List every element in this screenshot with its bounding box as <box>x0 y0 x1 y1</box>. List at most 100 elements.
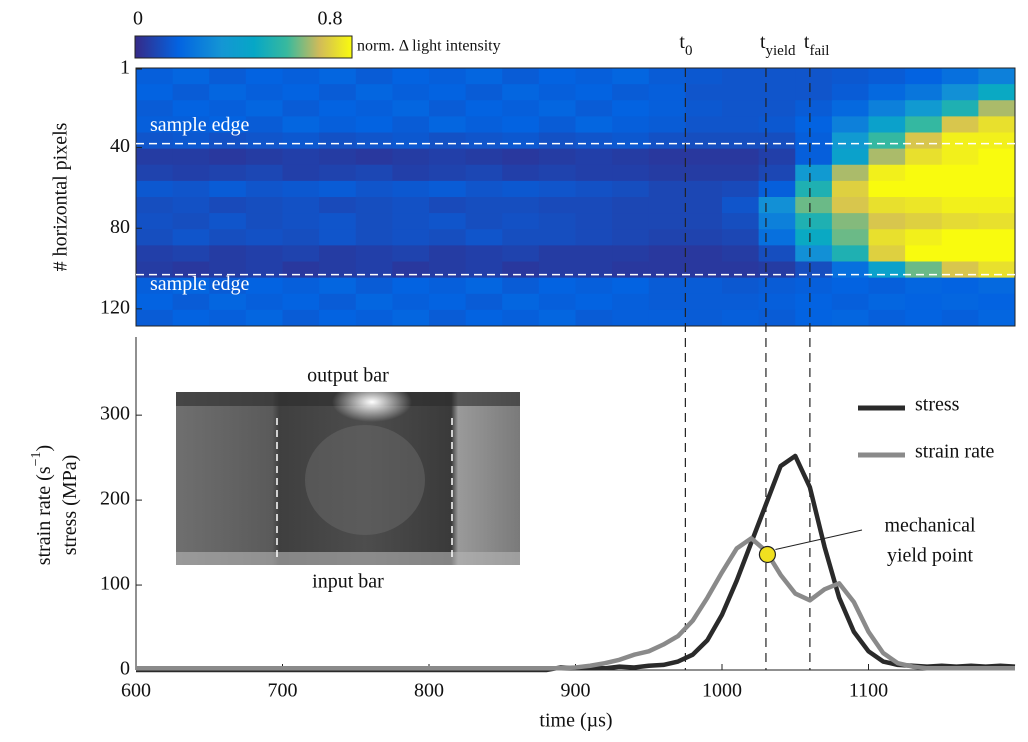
heatmap-cell <box>465 261 503 279</box>
heatmap-cell <box>502 197 540 214</box>
heatmap-cell <box>429 100 467 117</box>
heatmap-cell <box>868 293 906 311</box>
heatmap-cell <box>538 213 576 230</box>
heatmap-cell <box>575 277 613 295</box>
heatmap-cell <box>538 197 576 214</box>
heatmap-cell <box>465 309 503 327</box>
heatmap-cell <box>282 261 320 279</box>
x-tick-label: 700 <box>268 680 298 702</box>
heatmap-cell <box>319 245 357 262</box>
heatmap-cell <box>319 213 357 230</box>
heatmap-cell <box>905 84 943 101</box>
heatmap-cell <box>685 277 723 295</box>
heatmap-cell <box>941 197 979 214</box>
heatmap-cell <box>978 277 1016 295</box>
heatmap-cell <box>355 180 393 198</box>
heatmap-cell <box>282 197 320 214</box>
heatmap-cell <box>758 277 796 295</box>
heatmap-cell <box>758 116 796 133</box>
inset-label: output bar <box>307 365 389 387</box>
heatmap-cell <box>795 84 833 101</box>
heatmap-cell <box>941 180 979 198</box>
heatmap-cell <box>795 229 833 246</box>
heatmap-cell <box>648 148 686 166</box>
heatmap-cell <box>136 164 174 182</box>
heatmap-cell <box>355 84 393 101</box>
heatmap-cell <box>392 293 430 311</box>
heatmap-cell <box>429 213 467 230</box>
heatmap-cell <box>319 116 357 133</box>
heatmap-cell <box>355 309 393 327</box>
heatmap-cell <box>795 309 833 327</box>
heatmap-cell <box>465 197 503 214</box>
heatmap-cell <box>612 309 650 327</box>
heatmap-cell <box>282 148 320 166</box>
heatmap-cell <box>429 197 467 214</box>
heatmap-cell <box>136 100 174 117</box>
heatmap-cell <box>831 261 869 279</box>
heatmap-cell <box>905 197 943 214</box>
heatmap-cell <box>392 180 430 198</box>
heatmap-cell <box>722 116 760 133</box>
x-axis-label: time (µs) <box>539 710 612 732</box>
heatmap-cell <box>465 229 503 246</box>
heatmap-cell <box>209 309 247 327</box>
heatmap-cell <box>612 148 650 166</box>
heatmap-cell <box>209 293 247 311</box>
heatmap-cell <box>722 132 760 150</box>
heatmap-cell <box>575 68 613 85</box>
heatmap-cell <box>502 132 540 150</box>
heatmap-cell <box>685 213 723 230</box>
heatmap-cell <box>722 229 760 246</box>
heatmap-cell <box>502 148 540 166</box>
heatmap-cell <box>575 100 613 117</box>
heatmap-cell <box>355 213 393 230</box>
heatmap-cell <box>978 309 1016 327</box>
heatmap-cell <box>685 132 723 150</box>
heatmap-cell <box>538 116 576 133</box>
heatmap-cell <box>612 116 650 133</box>
heatmap-cell <box>538 132 576 150</box>
heatmap-cell <box>209 132 247 150</box>
heatmap-cell <box>648 164 686 182</box>
text-part: ) <box>33 445 55 452</box>
heatmap-cell <box>722 148 760 166</box>
heatmap-cell <box>831 277 869 295</box>
y-tick-label: 1 <box>120 57 130 79</box>
heatmap-cell <box>758 84 796 101</box>
heatmap-cell <box>612 229 650 246</box>
heatmap-cell <box>722 245 760 262</box>
inset-photo <box>176 382 520 565</box>
heatmap-cell <box>319 277 357 295</box>
heatmap-cell <box>319 309 357 327</box>
heatmap-cell <box>355 164 393 182</box>
heatmap-cell <box>831 245 869 262</box>
heatmap-cell <box>795 245 833 262</box>
y-tick-label: 80 <box>110 216 130 238</box>
heatmap-cell <box>795 293 833 311</box>
heatmap-cell <box>392 261 430 279</box>
heatmap-cell <box>429 261 467 279</box>
heatmap-cell <box>538 84 576 101</box>
heatmap-cell <box>355 68 393 85</box>
heatmap-cell <box>392 197 430 214</box>
heatmap-cell <box>319 100 357 117</box>
heatmap-cell <box>209 84 247 101</box>
heatmap-cell <box>978 245 1016 262</box>
heatmap-cell <box>941 245 979 262</box>
heatmap-cell <box>612 68 650 85</box>
heatmap-cell <box>978 261 1016 279</box>
heatmap-cell <box>172 148 210 166</box>
heatmap-cell <box>978 148 1016 166</box>
heatmap-cell <box>172 116 210 133</box>
heatmap-cell <box>502 277 540 295</box>
heatmap-cell <box>831 164 869 182</box>
heatmap-cell <box>355 116 393 133</box>
heatmap-cell <box>209 116 247 133</box>
heatmap-cell <box>209 197 247 214</box>
heatmap-cell <box>282 180 320 198</box>
heatmap-cell <box>685 148 723 166</box>
heatmap-cell <box>648 68 686 85</box>
heatmap-cell <box>245 261 283 279</box>
heatmap-cell <box>209 148 247 166</box>
